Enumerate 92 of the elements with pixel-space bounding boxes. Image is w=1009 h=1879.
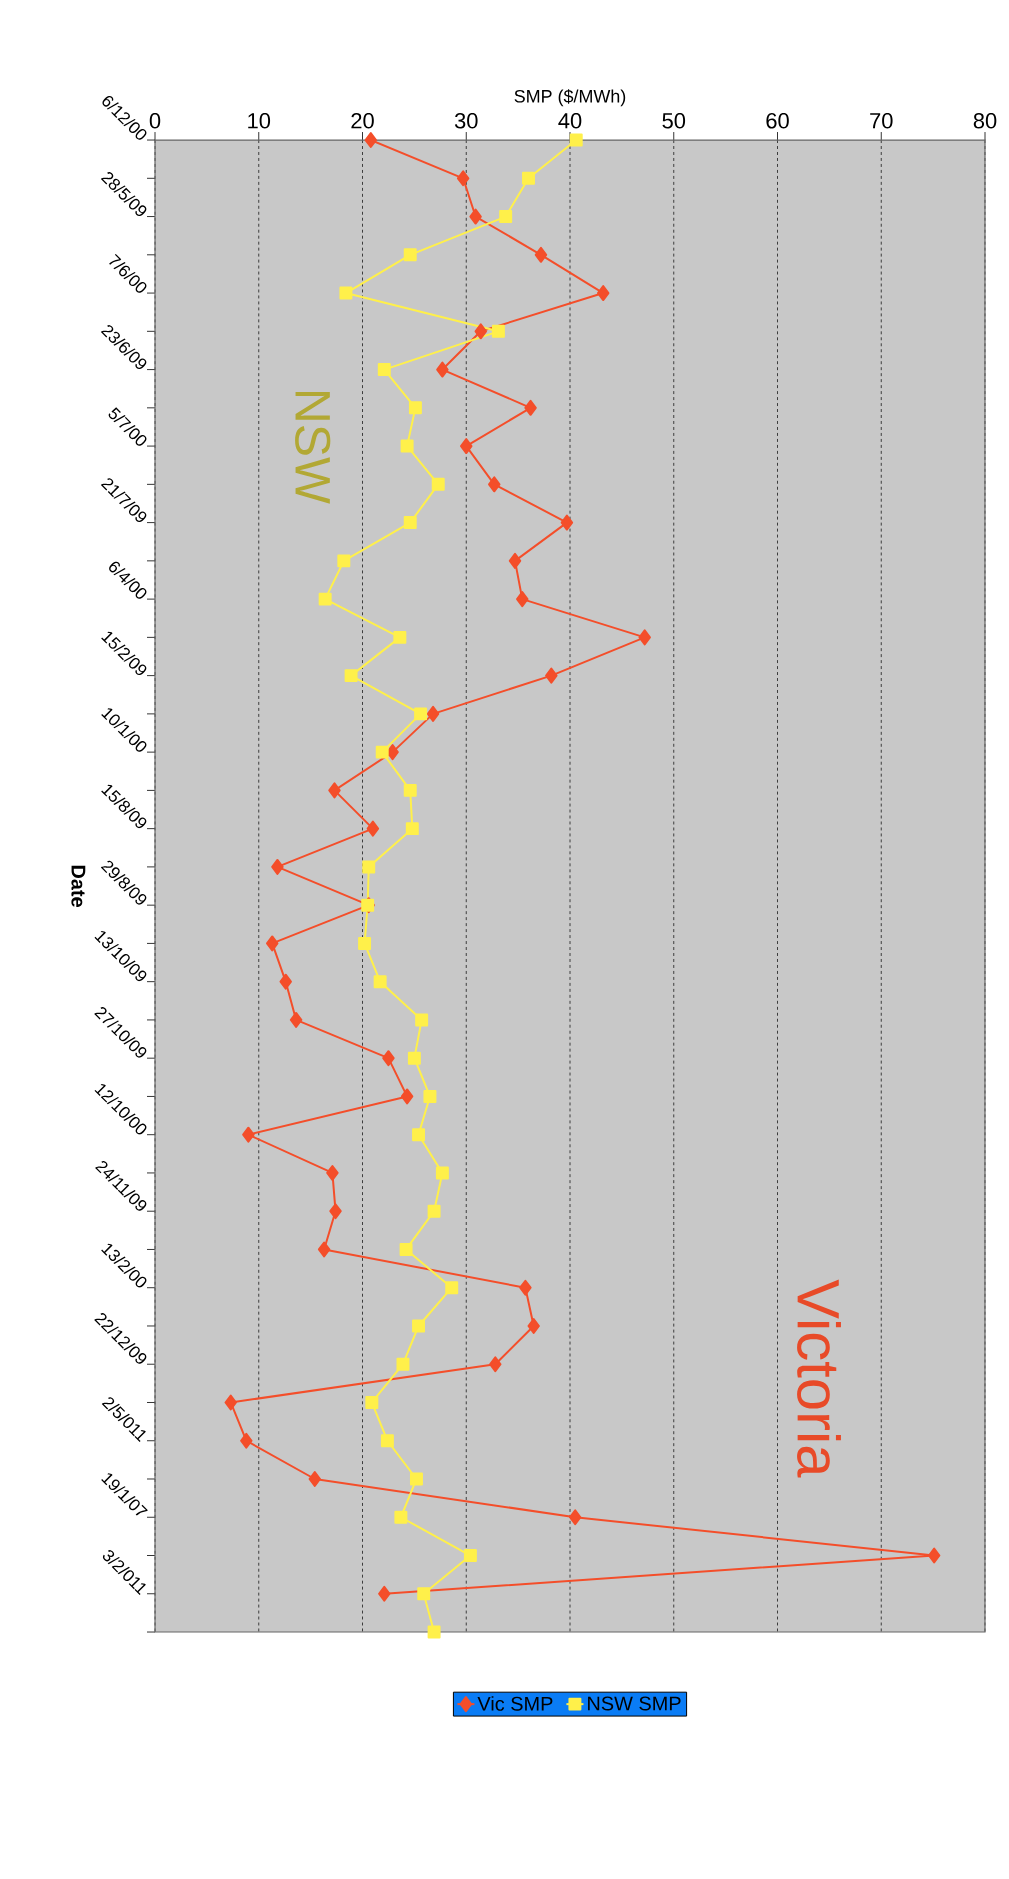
point [328,782,341,799]
x-tick-label: 70 [870,113,893,129]
annotation: NSW [295,391,331,504]
point [638,629,651,646]
point [426,705,440,722]
point [927,1547,941,1564]
point [362,860,376,874]
point [308,1471,322,1487]
point [412,1128,426,1142]
point [378,1585,391,1602]
point [488,476,501,493]
point [403,783,417,797]
point [469,208,482,225]
point [508,552,522,569]
point [596,285,610,302]
point [491,324,505,338]
legend-label: Vic SMP [477,1696,553,1711]
point [527,1318,540,1334]
point [400,439,414,453]
point [393,630,407,644]
point [365,1396,379,1409]
point [519,1279,532,1296]
point [358,936,372,950]
annotation: Victoria [797,1279,841,1478]
point [386,744,399,761]
point [431,477,445,491]
point [400,1088,414,1105]
point [427,1625,441,1639]
point [405,822,419,836]
point [545,667,558,684]
point [396,1357,410,1371]
y-axis-title: Date [71,865,86,907]
point [417,1587,431,1601]
x-tick-label: 30 [454,113,478,129]
point [568,1509,582,1526]
point [534,246,548,263]
legend-label: NSW SMP [588,1696,681,1711]
point [339,286,353,300]
point [463,1549,477,1562]
point [382,1050,395,1067]
point [366,820,380,837]
point [427,1204,441,1218]
point [516,591,529,608]
x-axis-title: SMP ($/MWh) [514,89,626,107]
x-tick-label: 60 [766,113,789,129]
point [329,1203,342,1220]
point [524,399,537,416]
point [271,858,284,875]
point [289,1011,303,1028]
point [560,514,574,531]
x-tick-label: 0 [149,113,161,129]
point [436,361,449,378]
point [414,707,428,721]
point [403,248,417,262]
point [317,1241,331,1258]
point [399,1242,413,1256]
point [408,401,422,415]
point [407,1051,421,1065]
point [522,171,535,185]
point [403,516,417,530]
point [377,363,391,377]
point [375,745,389,759]
point [415,1013,429,1027]
point [460,438,473,455]
point [474,323,488,340]
point [240,1432,253,1449]
point [423,1089,437,1103]
point [364,132,378,149]
point [318,592,332,606]
point [435,1166,449,1180]
point [409,1472,423,1486]
x-tick-label: 20 [351,113,374,129]
x-tick-label: 50 [662,113,686,129]
x-tick-label: 40 [558,113,582,129]
point [326,1164,339,1181]
point [224,1394,237,1411]
x-tick-label: 10 [248,113,271,129]
point [373,975,387,989]
point [412,1319,426,1333]
point [380,1434,394,1448]
point [445,1281,459,1295]
point [456,170,470,187]
point [344,669,358,683]
point [489,1356,502,1373]
point [337,554,351,568]
point [266,935,279,952]
point [279,973,292,990]
point [569,133,583,147]
point [499,210,513,224]
point [394,1510,408,1524]
x-tick-label: 80 [973,113,997,129]
point [242,1126,255,1143]
